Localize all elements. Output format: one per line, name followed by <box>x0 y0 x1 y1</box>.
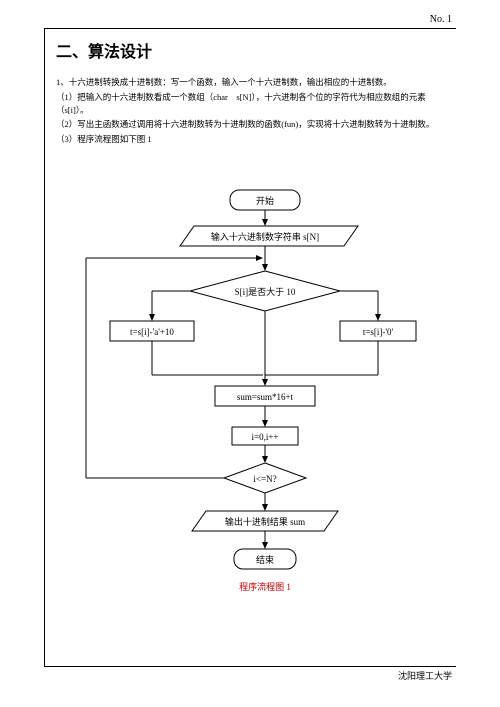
svg-text:S[i]是否大于 10: S[i]是否大于 10 <box>235 286 296 297</box>
svg-text:输出十进制结果 sum: 输出十进制结果 sum <box>225 516 305 527</box>
svg-text:i=0,i++: i=0,i++ <box>252 432 279 442</box>
paragraph-3: （2）写出主函数通过调用将十六进制数转为十进制数的函数(fun)，实现将十六进制… <box>56 118 452 131</box>
page-number: No. 1 <box>430 14 452 25</box>
svg-text:程序流程图 1: 程序流程图 1 <box>239 581 291 592</box>
paragraph-4: （3）程序流程图如下图 1 <box>56 133 452 146</box>
svg-text:sum=sum*16+t: sum=sum*16+t <box>237 392 294 402</box>
paragraph-2: （1）把输入的十六进制数看成一个数组（char s[N]），十六进制各个位的字符… <box>56 91 452 117</box>
svg-text:结束: 结束 <box>256 554 274 565</box>
section-title: 二、算法设计 <box>56 38 452 62</box>
footer: 沈阳理工大学 <box>398 669 452 682</box>
bottom-rule <box>44 666 456 667</box>
top-rule <box>44 28 456 29</box>
svg-text:t=s[i]-'0': t=s[i]-'0' <box>363 327 394 337</box>
paragraph-1: 1、十六进制转换成十进制数：写一个函数，输入一个十六进制数，输出相应的十进制数。 <box>56 76 452 89</box>
svg-text:i<=N?: i<=N? <box>253 474 276 484</box>
svg-text:输入十六进制数字符串 s[N]: 输入十六进制数字符串 s[N] <box>211 231 319 242</box>
flowchart: 开始 输入十六进制数字符串 s[N] S[i]是否大于 10 t=s[i]-'a… <box>44 180 456 600</box>
svg-text:t=s[i]-'a'+10: t=s[i]-'a'+10 <box>130 327 174 337</box>
content: 二、算法设计 1、十六进制转换成十进制数：写一个函数，输入一个十六进制数，输出相… <box>56 38 452 148</box>
svg-text:开始: 开始 <box>256 195 274 206</box>
